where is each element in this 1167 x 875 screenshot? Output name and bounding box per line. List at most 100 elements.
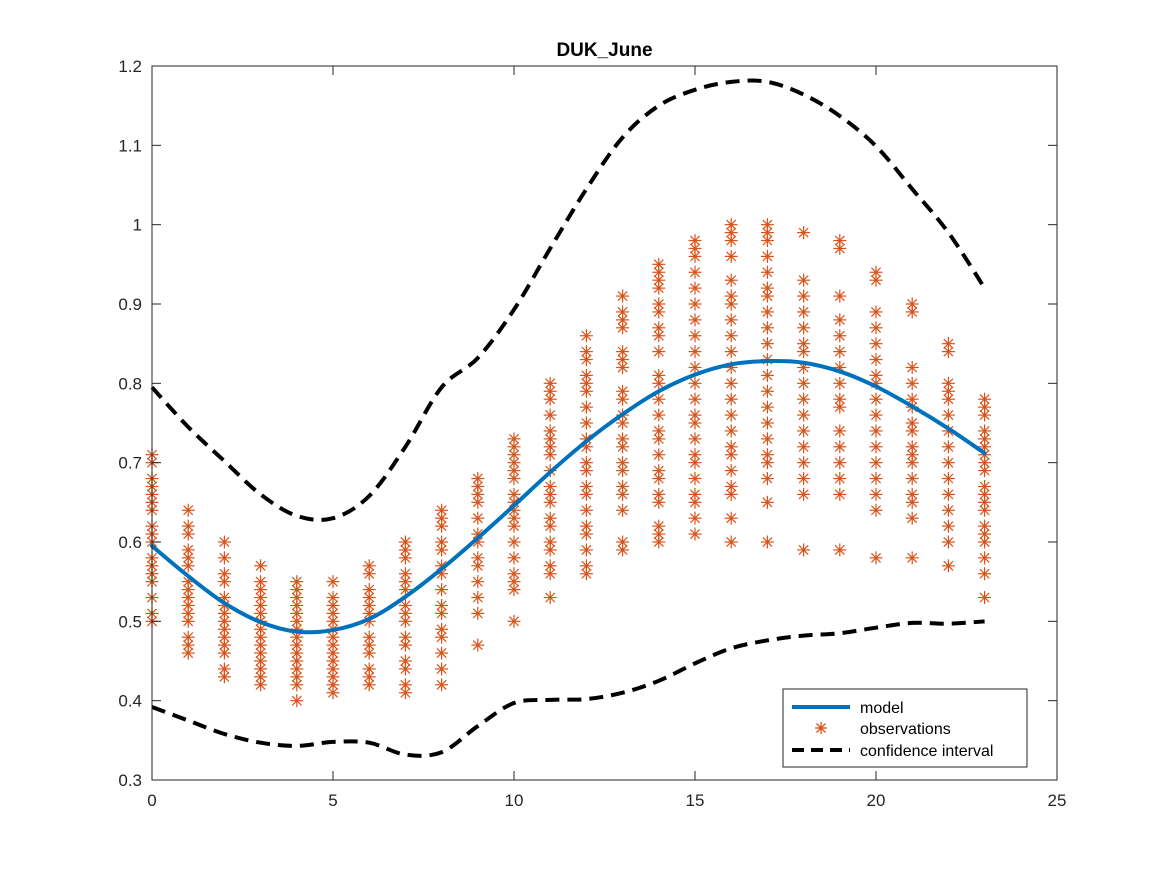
observation-point — [616, 432, 630, 446]
observation-marker-stroke — [870, 306, 882, 317]
observation-marker-stroke — [762, 497, 773, 508]
observation-marker-stroke — [907, 552, 918, 563]
observation-marker-stroke — [581, 417, 592, 429]
observation-marker-stroke — [979, 521, 990, 532]
observation-point — [797, 289, 811, 303]
observation-marker-stroke — [545, 410, 556, 421]
observation-marker-stroke — [472, 473, 483, 484]
observation-point — [941, 337, 955, 351]
observation-marker-stroke — [798, 544, 809, 555]
observation-marker-stroke — [508, 584, 520, 595]
observation-marker-stroke — [979, 536, 990, 548]
observation-point — [616, 345, 630, 359]
legend-observations-swatch — [815, 722, 827, 734]
observation-point — [724, 273, 738, 287]
observation-point — [398, 630, 412, 644]
observation-marker-stroke — [364, 592, 375, 603]
observation-marker-stroke — [364, 671, 375, 682]
observation-marker-stroke — [726, 330, 737, 341]
observation-marker-stroke — [798, 346, 809, 357]
observation-point — [760, 281, 774, 295]
observation-marker-stroke — [472, 536, 483, 548]
observation-point — [797, 273, 811, 287]
observation-marker-stroke — [400, 632, 411, 643]
observation-point — [652, 464, 666, 478]
observation-marker-stroke — [255, 671, 266, 682]
observation-point — [833, 392, 847, 406]
observation-marker-stroke — [617, 489, 628, 500]
observation-marker-stroke — [581, 402, 592, 413]
observation-point — [688, 487, 702, 501]
observation-marker-stroke — [436, 513, 447, 524]
x-tick-label: 15 — [686, 791, 705, 810]
observation-point — [326, 614, 340, 628]
observation-marker-stroke — [327, 663, 339, 674]
observation-point — [507, 551, 521, 565]
observation-marker-stroke — [834, 291, 845, 302]
observation-point — [760, 218, 774, 232]
observation-marker-stroke — [436, 648, 447, 659]
observation-point — [471, 638, 485, 652]
observation-marker-stroke — [762, 322, 773, 333]
observation-marker-stroke — [400, 600, 411, 611]
observation-marker-stroke — [979, 497, 990, 508]
observation-point — [652, 297, 666, 311]
observation-point — [941, 472, 955, 486]
observation-marker-stroke — [979, 410, 990, 421]
observation-marker-stroke — [545, 513, 556, 524]
observation-marker-stroke — [907, 425, 918, 436]
observation-point — [362, 559, 376, 573]
observation-point — [688, 495, 702, 509]
observation-marker-stroke — [400, 552, 411, 563]
observation-marker-stroke — [472, 640, 483, 651]
observation-point — [398, 678, 412, 692]
observation-marker-stroke — [291, 600, 302, 611]
observation-marker-stroke — [291, 640, 302, 651]
observation-point — [507, 583, 521, 597]
observation-marker-stroke — [689, 378, 701, 389]
observation-point — [688, 265, 702, 279]
observation-point — [398, 654, 412, 668]
observation-point — [941, 503, 955, 517]
observation-point — [688, 297, 702, 311]
observation-marker-stroke — [653, 497, 664, 508]
observation-point — [797, 440, 811, 454]
observation-point — [652, 345, 666, 359]
observation-point — [616, 503, 630, 517]
observation-point — [688, 448, 702, 462]
observation-point — [652, 321, 666, 335]
observation-point — [579, 400, 593, 414]
observation-marker-stroke — [979, 592, 990, 603]
observation-marker-stroke — [653, 259, 664, 270]
legend-observations-label: observations — [860, 721, 951, 738]
observation-marker-stroke — [436, 568, 447, 579]
observation-point — [869, 305, 883, 319]
observation-point — [543, 376, 557, 390]
observation-marker-stroke — [364, 632, 375, 643]
observation-marker-stroke — [400, 608, 411, 619]
y-tick-label: 1 — [133, 216, 142, 235]
observation-point — [688, 234, 702, 248]
observation-point — [254, 654, 268, 668]
observation-point — [507, 432, 521, 446]
observation-point — [797, 392, 811, 406]
observation-marker-stroke — [255, 632, 266, 643]
observation-marker-stroke — [689, 433, 701, 444]
observation-marker-stroke — [291, 648, 302, 659]
observation-marker-stroke — [545, 489, 556, 500]
observation-marker-stroke — [327, 592, 339, 603]
observation-point — [616, 456, 630, 470]
data-layer — [145, 78, 992, 758]
observation-point — [471, 591, 485, 605]
observation-marker-stroke — [581, 370, 592, 381]
observation-point — [543, 519, 557, 533]
observation-point — [579, 519, 593, 533]
plot-area-background — [152, 66, 1057, 780]
observation-point — [471, 495, 485, 509]
observation-marker-stroke — [291, 695, 302, 706]
observation-point — [724, 234, 738, 248]
observation-point — [688, 408, 702, 422]
observation-marker-stroke — [545, 497, 556, 508]
observation-point — [797, 408, 811, 422]
